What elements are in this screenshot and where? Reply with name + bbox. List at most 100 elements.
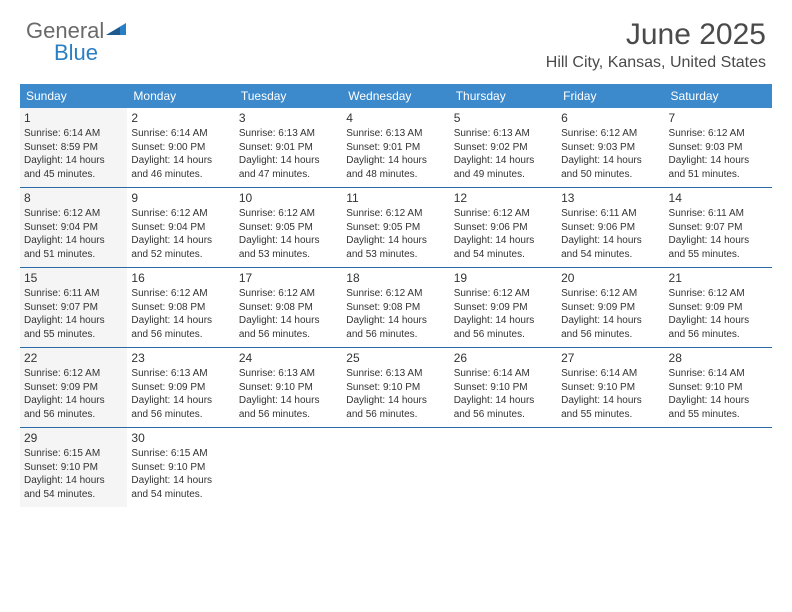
day-cell: 9 Sunrise: 6:12 AMSunset: 9:04 PMDaylight… xyxy=(127,188,234,267)
day-cell: 3 Sunrise: 6:13 AMSunset: 9:01 PMDaylight… xyxy=(235,108,342,187)
day-number: 10 xyxy=(239,191,338,205)
day-cell xyxy=(450,428,557,507)
day-cell: 21 Sunrise: 6:12 AMSunset: 9:09 PMDayligh… xyxy=(665,268,772,347)
day-cell: 29Sunrise: 6:15 AMSunset: 9:10 PMDayligh… xyxy=(20,428,127,507)
day-number: 25 xyxy=(346,351,445,365)
day-info: Sunrise: 6:12 AMSunset: 9:05 PMDaylight:… xyxy=(239,207,338,261)
day-number: 8 xyxy=(24,191,123,205)
day-info: Sunrise: 6:13 AMSunset: 9:10 PMDaylight:… xyxy=(239,367,338,421)
day-cell: 22 Sunrise: 6:12 AMSunset: 9:09 PMDayligh… xyxy=(20,348,127,427)
day-cell: 8 Sunrise: 6:12 AMSunset: 9:04 PMDaylight… xyxy=(20,188,127,267)
day-cell: 28 Sunrise: 6:14 AMSunset: 9:10 PMDayligh… xyxy=(665,348,772,427)
day-info: Sunrise: 6:13 AMSunset: 9:10 PMDaylight:… xyxy=(346,367,445,421)
day-header: Tuesday xyxy=(235,84,342,108)
logo-flag-icon xyxy=(106,21,130,44)
day-info: Sunrise: 6:13 AMSunset: 9:01 PMDaylight:… xyxy=(346,127,445,181)
day-cell: 27Sunrise: 6:14 AMSunset: 9:10 PMDayligh… xyxy=(557,348,664,427)
day-number: 24 xyxy=(239,351,338,365)
day-cell: 7Sunrise: 6:12 AMSunset: 9:03 PMDaylight… xyxy=(665,108,772,187)
day-info: Sunrise: 6:12 AMSunset: 9:04 PMDaylight:… xyxy=(131,207,230,261)
day-cell: 1Sunrise: 6:14 AMSunset: 8:59 PMDaylight… xyxy=(20,108,127,187)
day-cell: 5 Sunrise: 6:13 AMSunset: 9:02 PMDaylight… xyxy=(450,108,557,187)
day-number: 18 xyxy=(346,271,445,285)
logo: General Blue xyxy=(26,18,130,66)
day-header: Sunday xyxy=(20,84,127,108)
day-cell: 24 Sunrise: 6:13 AMSunset: 9:10 PMDayligh… xyxy=(235,348,342,427)
day-info: Sunrise: 6:14 AMSunset: 8:59 PMDaylight:… xyxy=(24,127,123,181)
day-number: 14 xyxy=(669,191,768,205)
day-cell: 30Sunrise: 6:15 AMSunset: 9:10 PMDayligh… xyxy=(127,428,234,507)
day-number: 12 xyxy=(454,191,553,205)
day-number: 17 xyxy=(239,271,338,285)
day-info: Sunrise: 6:12 AMSunset: 9:08 PMDaylight:… xyxy=(239,287,338,341)
day-cell xyxy=(557,428,664,507)
day-cell: 26 Sunrise: 6:14 AMSunset: 9:10 PMDayligh… xyxy=(450,348,557,427)
day-cell: 16 Sunrise: 6:12 AMSunset: 9:08 PMDayligh… xyxy=(127,268,234,347)
day-info: Sunrise: 6:11 AMSunset: 9:07 PMDaylight:… xyxy=(24,287,123,341)
day-cell: 14 Sunrise: 6:11 AMSunset: 9:07 PMDayligh… xyxy=(665,188,772,267)
day-cell: 23 Sunrise: 6:13 AMSunset: 9:09 PMDayligh… xyxy=(127,348,234,427)
day-number: 13 xyxy=(561,191,660,205)
day-info: Sunrise: 6:14 AMSunset: 9:10 PMDaylight:… xyxy=(669,367,768,421)
day-number: 23 xyxy=(131,351,230,365)
day-info: Sunrise: 6:13 AMSunset: 9:02 PMDaylight:… xyxy=(454,127,553,181)
day-header: Saturday xyxy=(665,84,772,108)
day-info: Sunrise: 6:12 AMSunset: 9:09 PMDaylight:… xyxy=(24,367,123,421)
day-info: Sunrise: 6:14 AMSunset: 9:10 PMDaylight:… xyxy=(454,367,553,421)
day-info: Sunrise: 6:12 AMSunset: 9:04 PMDaylight:… xyxy=(24,207,123,261)
day-number: 2 xyxy=(131,111,230,125)
day-info: Sunrise: 6:11 AMSunset: 9:07 PMDaylight:… xyxy=(669,207,768,261)
week-row: 22 Sunrise: 6:12 AMSunset: 9:09 PMDayligh… xyxy=(20,348,772,428)
day-number: 16 xyxy=(131,271,230,285)
day-info: Sunrise: 6:12 AMSunset: 9:06 PMDaylight:… xyxy=(454,207,553,261)
day-number: 22 xyxy=(24,351,123,365)
day-info: Sunrise: 6:12 AMSunset: 9:09 PMDaylight:… xyxy=(454,287,553,341)
day-cell: 13 Sunrise: 6:11 AMSunset: 9:06 PMDayligh… xyxy=(557,188,664,267)
day-number: 9 xyxy=(131,191,230,205)
logo-text-blue: Blue xyxy=(54,40,98,66)
day-info: Sunrise: 6:15 AMSunset: 9:10 PMDaylight:… xyxy=(131,447,230,501)
day-info: Sunrise: 6:12 AMSunset: 9:09 PMDaylight:… xyxy=(669,287,768,341)
day-number: 28 xyxy=(669,351,768,365)
day-number: 4 xyxy=(346,111,445,125)
day-cell: 11 Sunrise: 6:12 AMSunset: 9:05 PMDayligh… xyxy=(342,188,449,267)
day-header: Thursday xyxy=(450,84,557,108)
calendar: SundayMondayTuesdayWednesdayThursdayFrid… xyxy=(20,84,772,507)
day-info: Sunrise: 6:13 AMSunset: 9:09 PMDaylight:… xyxy=(131,367,230,421)
week-row: 15 Sunrise: 6:11 AMSunset: 9:07 PMDayligh… xyxy=(20,268,772,348)
day-number: 19 xyxy=(454,271,553,285)
day-info: Sunrise: 6:12 AMSunset: 9:08 PMDaylight:… xyxy=(346,287,445,341)
day-info: Sunrise: 6:12 AMSunset: 9:05 PMDaylight:… xyxy=(346,207,445,261)
week-row: 8 Sunrise: 6:12 AMSunset: 9:04 PMDaylight… xyxy=(20,188,772,268)
day-cell xyxy=(665,428,772,507)
day-number: 26 xyxy=(454,351,553,365)
day-header: Monday xyxy=(127,84,234,108)
day-header-row: SundayMondayTuesdayWednesdayThursdayFrid… xyxy=(20,84,772,108)
day-number: 6 xyxy=(561,111,660,125)
day-number: 5 xyxy=(454,111,553,125)
day-info: Sunrise: 6:13 AMSunset: 9:01 PMDaylight:… xyxy=(239,127,338,181)
day-number: 15 xyxy=(24,271,123,285)
day-cell: 10 Sunrise: 6:12 AMSunset: 9:05 PMDayligh… xyxy=(235,188,342,267)
day-header: Friday xyxy=(557,84,664,108)
day-cell: 2Sunrise: 6:14 AMSunset: 9:00 PMDaylight… xyxy=(127,108,234,187)
header: General Blue June 2025 Hill City, Kansas… xyxy=(0,0,792,76)
day-cell: 20Sunrise: 6:12 AMSunset: 9:09 PMDayligh… xyxy=(557,268,664,347)
month-title: June 2025 xyxy=(546,18,766,52)
day-number: 21 xyxy=(669,271,768,285)
day-number: 3 xyxy=(239,111,338,125)
day-number: 20 xyxy=(561,271,660,285)
day-info: Sunrise: 6:11 AMSunset: 9:06 PMDaylight:… xyxy=(561,207,660,261)
day-cell: 15 Sunrise: 6:11 AMSunset: 9:07 PMDayligh… xyxy=(20,268,127,347)
location: Hill City, Kansas, United States xyxy=(546,54,766,72)
day-cell: 6Sunrise: 6:12 AMSunset: 9:03 PMDaylight… xyxy=(557,108,664,187)
day-info: Sunrise: 6:12 AMSunset: 9:08 PMDaylight:… xyxy=(131,287,230,341)
day-cell: 25 Sunrise: 6:13 AMSunset: 9:10 PMDayligh… xyxy=(342,348,449,427)
day-number: 11 xyxy=(346,191,445,205)
week-row: 1Sunrise: 6:14 AMSunset: 8:59 PMDaylight… xyxy=(20,108,772,188)
day-info: Sunrise: 6:15 AMSunset: 9:10 PMDaylight:… xyxy=(24,447,123,501)
day-cell xyxy=(235,428,342,507)
day-header: Wednesday xyxy=(342,84,449,108)
title-block: June 2025 Hill City, Kansas, United Stat… xyxy=(546,18,766,72)
day-cell xyxy=(342,428,449,507)
